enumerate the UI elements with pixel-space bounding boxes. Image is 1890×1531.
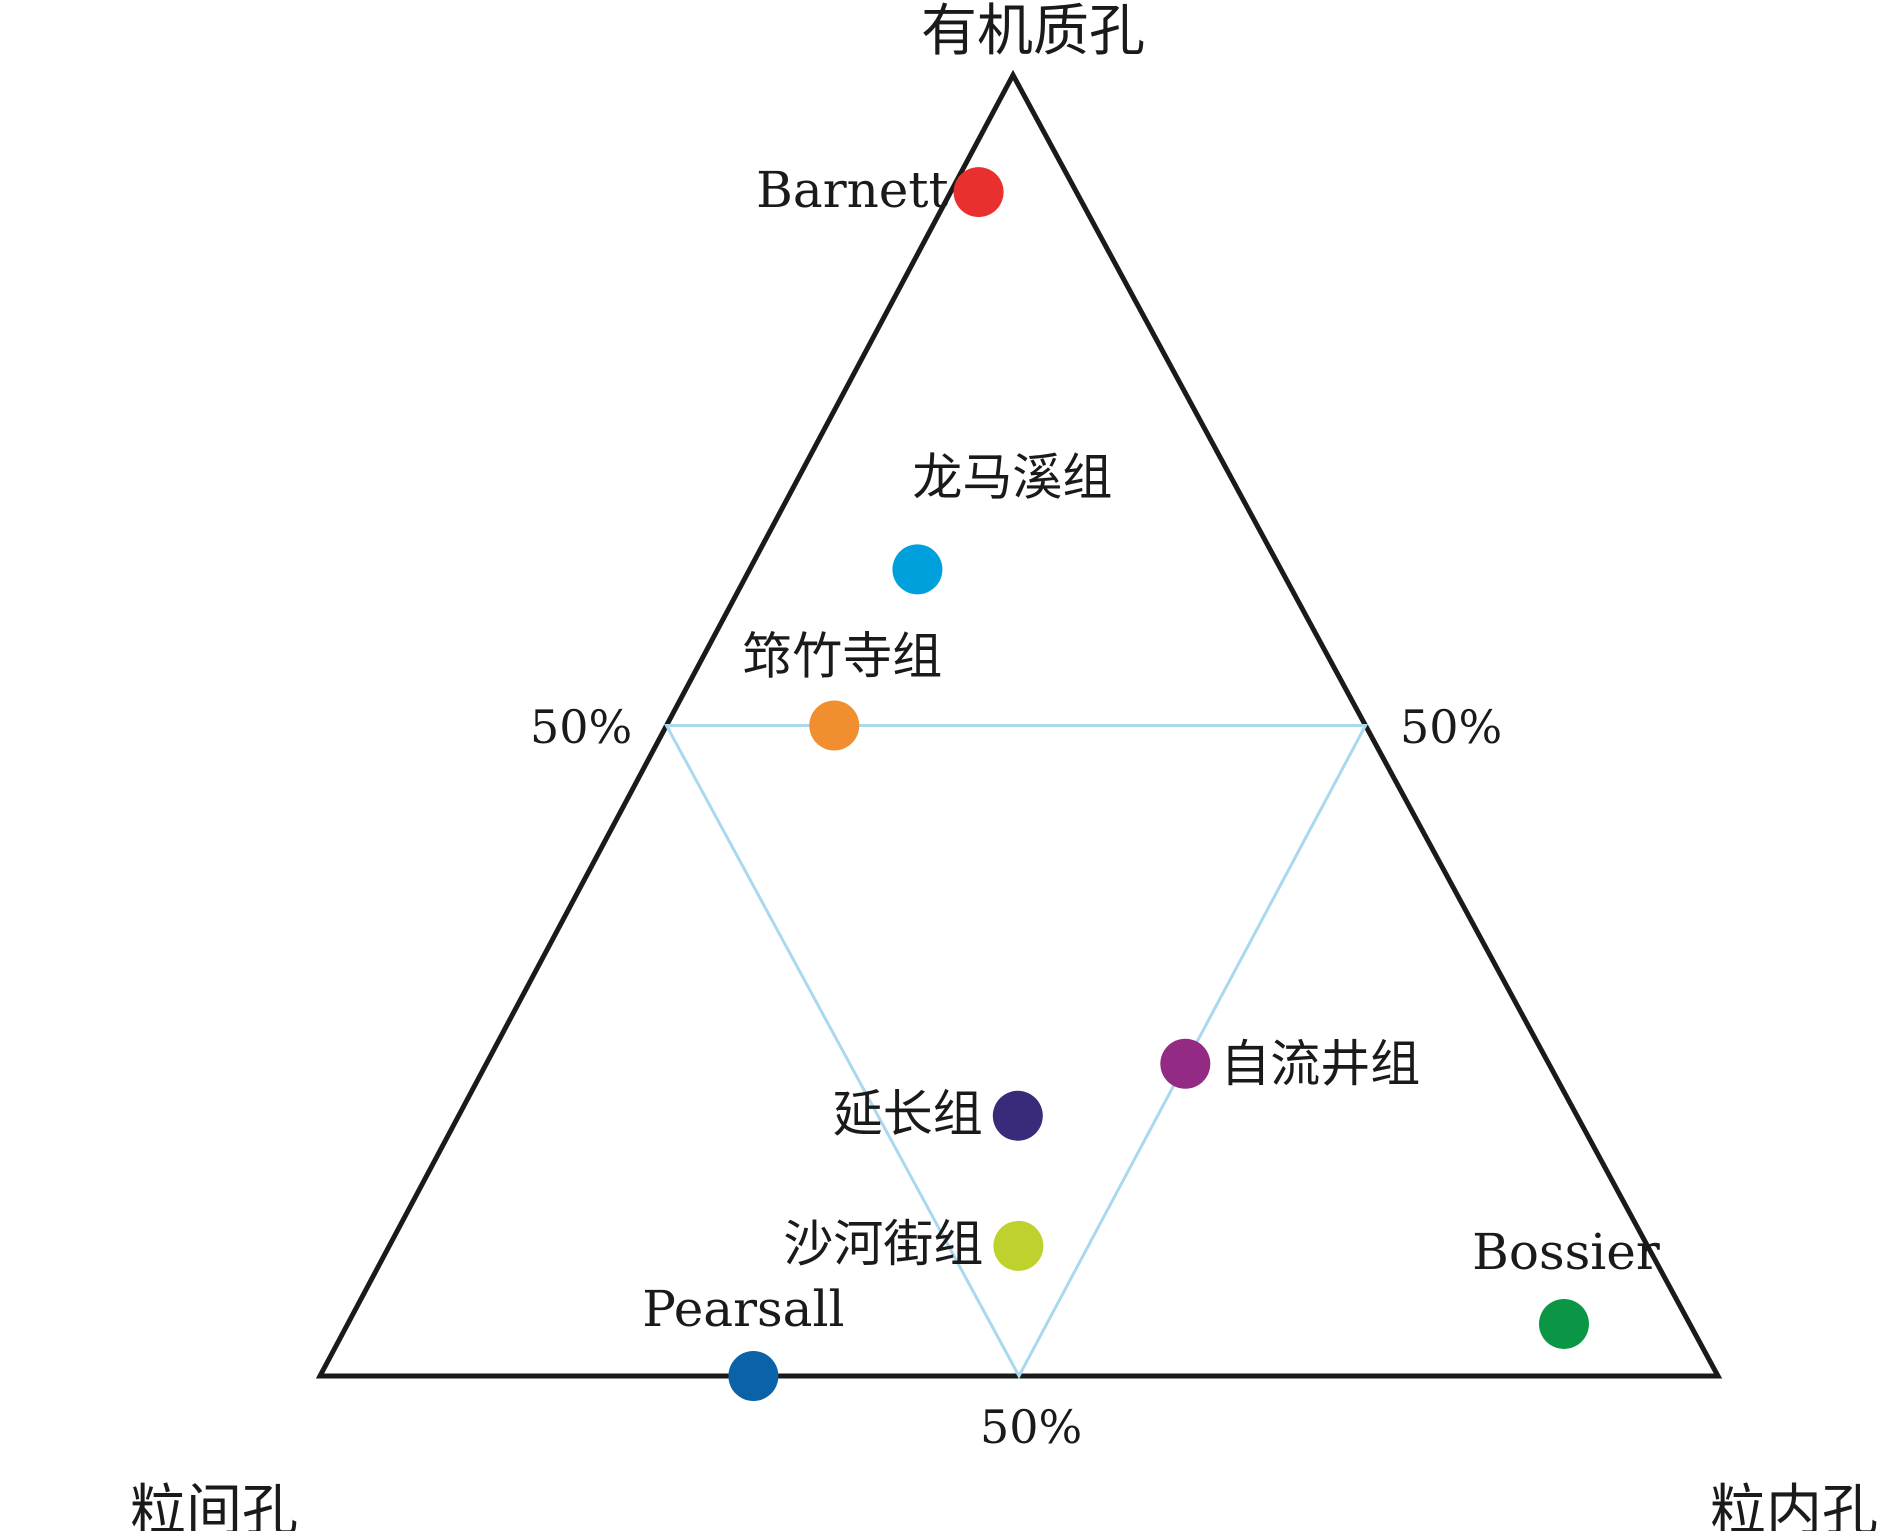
- data-point-2: [809, 700, 860, 751]
- point-label-5: 沙河街组: [783, 1215, 983, 1273]
- point-label-7: Bossier: [1472, 1223, 1660, 1281]
- vertex-label-bottom-right: 粒内孔: [1710, 1479, 1878, 1531]
- data-point-0: [953, 167, 1004, 218]
- point-label-1: 龙马溪组: [912, 448, 1112, 506]
- point-label-0: Barnett: [756, 161, 948, 219]
- midline-label-bottom: 50%: [980, 1400, 1082, 1454]
- vertex-label-top: 有机质孔: [921, 0, 1145, 64]
- point-label-6: Pearsall: [642, 1280, 844, 1338]
- midline-label-right: 50%: [1400, 700, 1502, 754]
- data-point-4: [992, 1090, 1043, 1141]
- point-label-3: 自流井组: [1220, 1035, 1420, 1093]
- data-point-5: [993, 1220, 1044, 1271]
- point-label-2: 筇竹寺组: [742, 628, 942, 686]
- data-point-6: [728, 1351, 779, 1401]
- data-point-7: [1538, 1298, 1589, 1349]
- data-point-1: [892, 544, 943, 595]
- point-label-4: 延长组: [833, 1085, 983, 1143]
- vertex-label-bottom-left: 粒间孔: [130, 1479, 298, 1531]
- data-point-3: [1160, 1038, 1211, 1089]
- midline-label-left: 50%: [530, 700, 632, 754]
